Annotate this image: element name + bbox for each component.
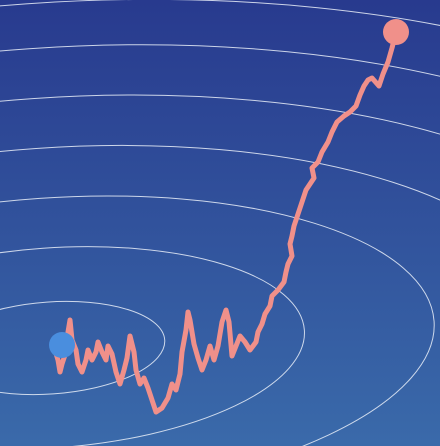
end-point-marker <box>49 332 75 358</box>
contour-ring-2 <box>0 246 305 446</box>
contour-ring-1 <box>0 300 166 396</box>
contour-ring-5 <box>0 94 440 446</box>
descent-path <box>52 29 399 415</box>
start-point-marker <box>383 19 409 45</box>
contour-ring-3 <box>0 195 435 446</box>
contour-ring-4 <box>0 144 440 446</box>
